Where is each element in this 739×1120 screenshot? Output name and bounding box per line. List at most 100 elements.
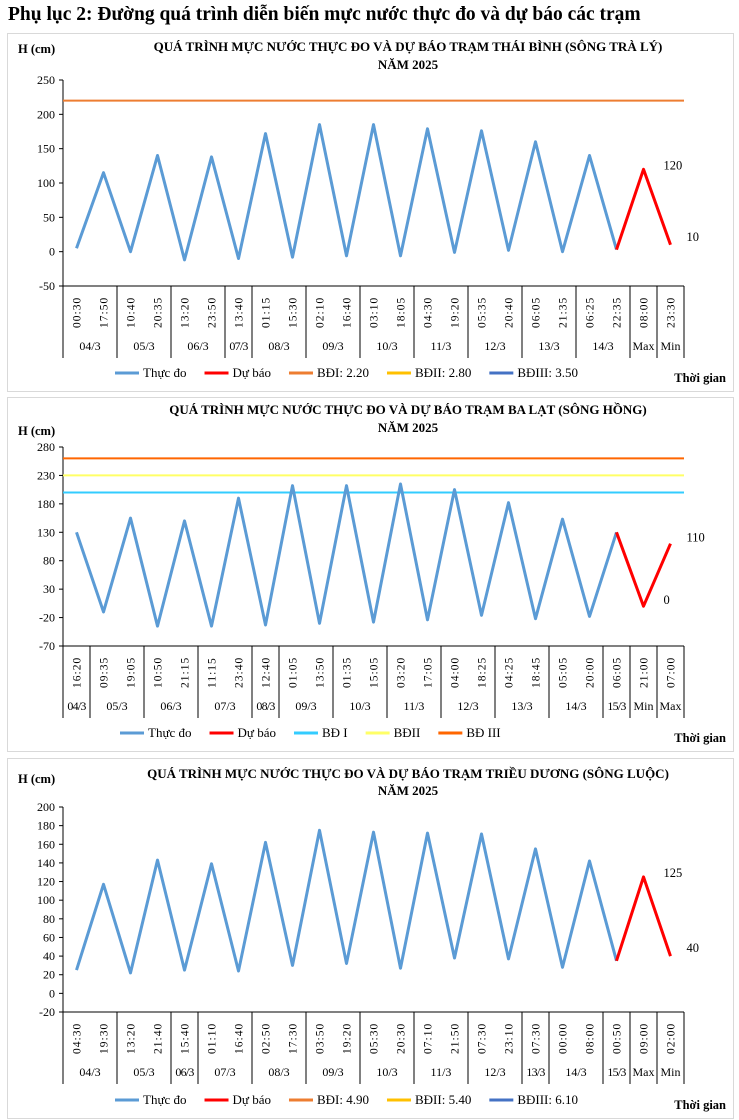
chart-panel-ba-lat: QUÁ TRÌNH MỰC NƯỚC THỰC ĐO VÀ DỰ BÁO TRẠ… xyxy=(7,397,734,752)
series-line-forecast xyxy=(615,875,672,962)
legend-label: BĐII: 2.80 xyxy=(415,365,471,380)
x-tick-label: 06:05 xyxy=(612,657,624,688)
x-tick-label: 05:30 xyxy=(369,1023,381,1054)
date-group-label: Min xyxy=(633,699,653,713)
x-tick-label: 10:50 xyxy=(153,657,165,688)
legend-label: BĐII: 5.40 xyxy=(415,1092,471,1107)
x-tick-label: 23:10 xyxy=(504,1023,516,1054)
date-group-label: 11/3 xyxy=(404,699,425,713)
date-group-label: Max xyxy=(633,339,655,353)
x-tick-label: 18:25 xyxy=(477,657,489,688)
legend-label: BĐII xyxy=(394,725,421,740)
y-tick-label: 100 xyxy=(37,893,55,907)
series-line-measured xyxy=(75,828,618,975)
y-tick-label: 180 xyxy=(37,497,55,511)
y-tick-label: 160 xyxy=(37,837,55,851)
x-tick-label: 21:15 xyxy=(180,657,192,688)
chart-panel-thai-binh: QUÁ TRÌNH MỰC NƯỚC THỰC ĐO VÀ DỰ BÁO TRẠ… xyxy=(7,33,734,392)
x-tick-label: 19:20 xyxy=(342,1023,354,1054)
y-tick-label: 0 xyxy=(49,986,55,1000)
date-group-label: 15/3 xyxy=(607,699,626,713)
y-tick-label: -70 xyxy=(39,639,55,653)
y-tick-label: 40 xyxy=(43,949,55,963)
x-tick-label: 07:10 xyxy=(423,1023,435,1054)
x-tick-label: 07:00 xyxy=(666,657,678,688)
x-tick-label: 17:30 xyxy=(288,1023,300,1054)
x-tick-label: 16:40 xyxy=(342,297,354,328)
chart-title: QUÁ TRÌNH MỰC NƯỚC THỰC ĐO VÀ DỰ BÁO TRẠ… xyxy=(169,402,647,417)
series-line-measured xyxy=(75,123,618,262)
date-group-label: 12/3 xyxy=(484,339,505,353)
x-tick-label: 19:05 xyxy=(126,657,138,688)
x-tick-label: 23:30 xyxy=(666,297,678,328)
date-group-label: 08/3 xyxy=(268,339,289,353)
series-line-forecast xyxy=(615,167,672,251)
page-title: Phụ lục 2: Đường quá trình diễn biến mực… xyxy=(8,4,641,25)
x-tick-label: 22:35 xyxy=(612,297,624,328)
series-line-measured xyxy=(75,482,618,628)
legend-label: Thực đo xyxy=(143,365,187,380)
x-tick-label: 03:20 xyxy=(396,657,408,688)
x-tick-label: 23:50 xyxy=(207,297,219,328)
x-tick-label: 01:05 xyxy=(288,657,300,688)
date-group-label: 04/3 xyxy=(67,699,86,713)
date-group-label: 10/3 xyxy=(376,339,397,353)
x-tick-label: 18:05 xyxy=(396,297,408,328)
y-axis-label: H (cm) xyxy=(18,424,55,438)
chart-panel-trieu-duong: QUÁ TRÌNH MỰC NƯỚC THỰC ĐO VÀ DỰ BÁO TRẠ… xyxy=(7,758,734,1119)
x-tick-label: 02:50 xyxy=(261,1023,273,1054)
x-tick-label: 02:10 xyxy=(315,297,327,328)
legend-label: BĐI: 2.20 xyxy=(317,365,369,380)
x-tick-label: 03:50 xyxy=(315,1023,327,1054)
date-group-label: 07/3 xyxy=(214,1065,235,1079)
y-tick-label: 20 xyxy=(43,968,55,982)
x-tick-label: 13:20 xyxy=(180,297,192,328)
y-tick-label: 80 xyxy=(43,912,55,926)
date-group-label: 04/3 xyxy=(79,1065,100,1079)
date-group-label: 04/3 xyxy=(79,339,100,353)
chart-title: QUÁ TRÌNH MỰC NƯỚC THỰC ĐO VÀ DỰ BÁO TRẠ… xyxy=(154,39,663,54)
x-tick-label: 03:10 xyxy=(369,297,381,328)
y-tick-label: 200 xyxy=(37,800,55,814)
series-line-forecast xyxy=(615,531,672,608)
legend-label: Dự báo xyxy=(238,725,276,740)
y-tick-label: 200 xyxy=(37,107,55,121)
date-group-label: 05/3 xyxy=(133,1065,154,1079)
date-group-label: 14/3 xyxy=(565,1065,586,1079)
x-tick-label: 08:00 xyxy=(585,1023,597,1054)
x-tick-label: 17:05 xyxy=(423,657,435,688)
y-tick-label: 0 xyxy=(49,245,55,259)
x-tick-label: 20:35 xyxy=(153,297,165,328)
date-group-label: Min xyxy=(660,1065,680,1079)
x-axis-label: Thời gian xyxy=(674,371,726,385)
legend-label: BĐI: 4.90 xyxy=(317,1092,369,1107)
date-group-label: Max xyxy=(633,1065,655,1079)
date-group-label: 06/3 xyxy=(175,1065,194,1079)
x-tick-label: 05:35 xyxy=(477,297,489,328)
date-group-label: 07/3 xyxy=(229,339,248,353)
x-tick-label: 23:40 xyxy=(234,657,246,688)
x-tick-label: 21:50 xyxy=(450,1023,462,1054)
date-group-label: 08/3 xyxy=(256,699,275,713)
x-tick-label: 20:30 xyxy=(396,1023,408,1054)
data-label: 120 xyxy=(664,158,683,172)
legend-label: BĐIII: 3.50 xyxy=(517,365,578,380)
date-group-label: 13/3 xyxy=(511,699,532,713)
chart-trieu-duong: QUÁ TRÌNH MỰC NƯỚC THỰC ĐO VÀ DỰ BÁO TRẠ… xyxy=(18,766,726,1112)
date-group-label: 06/3 xyxy=(187,339,208,353)
y-tick-label: 30 xyxy=(43,582,55,596)
x-tick-label: 01:15 xyxy=(261,297,273,328)
y-tick-label: 100 xyxy=(37,176,55,190)
date-group-label: 12/3 xyxy=(457,699,478,713)
x-axis-label: Thời gian xyxy=(674,1098,726,1112)
date-group-label: 08/3 xyxy=(268,1065,289,1079)
x-tick-label: 12:40 xyxy=(261,657,273,688)
y-tick-label: -50 xyxy=(39,279,55,293)
y-tick-label: 130 xyxy=(37,525,55,539)
date-group-label: 10/3 xyxy=(349,699,370,713)
x-tick-label: 11:15 xyxy=(207,657,219,688)
date-group-label: 11/3 xyxy=(431,339,452,353)
date-group-label: Min xyxy=(660,339,680,353)
chart-ba-lat: QUÁ TRÌNH MỰC NƯỚC THỰC ĐO VÀ DỰ BÁO TRẠ… xyxy=(18,402,726,745)
x-tick-label: 19:20 xyxy=(450,297,462,328)
